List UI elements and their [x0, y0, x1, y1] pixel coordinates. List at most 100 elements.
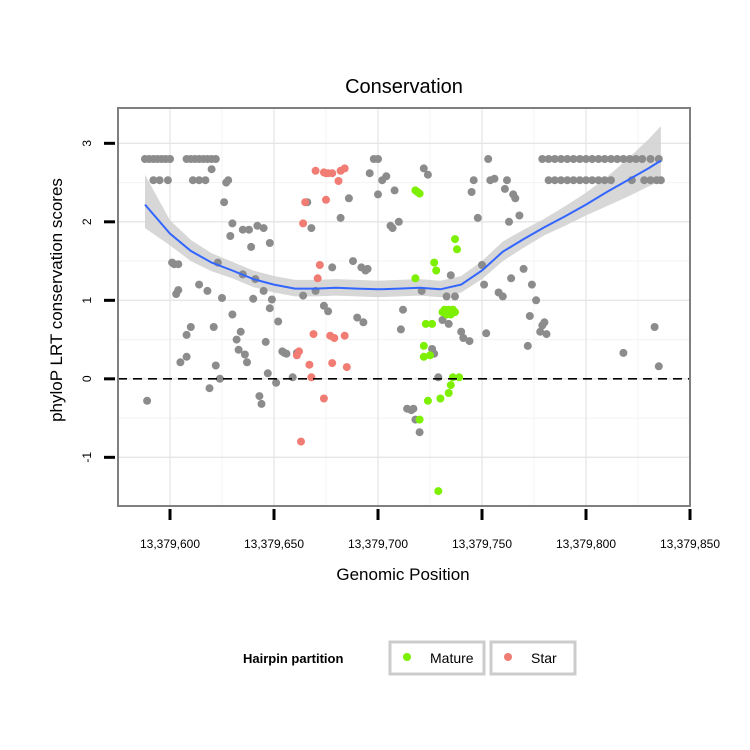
point — [265, 304, 274, 313]
point — [388, 224, 397, 233]
point — [149, 176, 158, 185]
point — [619, 348, 628, 357]
point — [228, 310, 237, 319]
mature-point — [434, 487, 443, 496]
star-point — [340, 331, 349, 340]
point — [201, 176, 210, 185]
x-tick-label: 13,379,850 — [660, 537, 720, 551]
star-point — [311, 166, 320, 175]
point — [588, 176, 597, 185]
y-tick-label: -1 — [80, 452, 94, 463]
point — [143, 396, 152, 405]
point — [467, 188, 476, 196]
point — [480, 280, 489, 289]
point — [224, 176, 233, 185]
point — [259, 286, 268, 295]
point — [527, 280, 536, 289]
mature-point — [432, 266, 441, 275]
mature-point — [446, 381, 455, 390]
point — [195, 280, 204, 289]
point — [176, 358, 185, 367]
point — [396, 325, 405, 334]
y-tick-label: 3 — [80, 140, 94, 147]
point — [249, 294, 258, 303]
confidence-ribbon — [145, 126, 661, 298]
mature-point — [423, 396, 432, 405]
point — [638, 155, 647, 163]
point — [550, 155, 559, 163]
point — [299, 291, 308, 300]
y-tick-label: 2 — [80, 218, 94, 225]
star-point — [334, 177, 343, 185]
star-point — [305, 360, 314, 369]
mature-point — [426, 351, 434, 360]
mature-point — [419, 341, 428, 350]
point — [359, 318, 368, 327]
point — [374, 190, 382, 199]
star-point — [313, 274, 322, 283]
star-point — [309, 330, 318, 339]
point — [563, 155, 572, 163]
mature-point — [451, 235, 459, 244]
point — [498, 292, 507, 301]
point — [272, 378, 281, 387]
point — [505, 217, 513, 226]
point — [656, 176, 665, 185]
point — [195, 176, 204, 185]
point — [188, 176, 197, 185]
y-tick-label: 0 — [80, 375, 94, 382]
point — [550, 176, 559, 185]
point — [399, 305, 407, 314]
point — [569, 155, 578, 163]
point — [274, 317, 283, 326]
point — [446, 271, 455, 280]
point — [588, 155, 597, 163]
point — [390, 186, 399, 195]
legend-swatch-star — [504, 653, 512, 661]
point — [166, 155, 174, 163]
point — [434, 373, 443, 382]
point — [259, 224, 268, 233]
mature-point — [421, 319, 430, 328]
point — [575, 176, 584, 185]
point — [182, 330, 191, 339]
point — [234, 345, 243, 354]
y-tick-label: 1 — [80, 297, 94, 304]
point — [536, 327, 545, 336]
point — [451, 292, 459, 301]
point — [282, 349, 291, 358]
legend-swatch-mature — [403, 653, 411, 661]
point — [319, 301, 328, 310]
point — [654, 362, 663, 371]
point — [465, 337, 474, 346]
point — [569, 176, 578, 185]
point — [482, 329, 491, 338]
point — [257, 399, 266, 408]
point — [349, 257, 357, 266]
point — [243, 358, 251, 367]
point — [211, 361, 220, 370]
mature-point — [436, 394, 445, 403]
point — [211, 155, 220, 163]
confidence-band — [145, 126, 661, 298]
point — [594, 176, 603, 185]
point — [186, 323, 195, 331]
y-axis-title: phyloP LRT conservation scores — [47, 178, 66, 422]
point — [540, 318, 549, 327]
point — [238, 225, 247, 234]
point — [544, 176, 553, 185]
point — [374, 155, 382, 163]
point — [265, 239, 274, 247]
point — [245, 225, 253, 234]
point — [174, 260, 183, 269]
x-tick-label: 13,379,750 — [452, 537, 512, 551]
point — [600, 155, 609, 163]
point — [542, 330, 551, 339]
x-tick-label: 13,379,600 — [140, 537, 200, 551]
x-tick-label: 13,379,800 — [556, 537, 616, 551]
point — [218, 294, 226, 302]
mature-point — [419, 352, 428, 361]
point — [215, 374, 224, 383]
x-tick-label: 13,379,700 — [348, 537, 408, 551]
smooth-line — [144, 159, 662, 291]
